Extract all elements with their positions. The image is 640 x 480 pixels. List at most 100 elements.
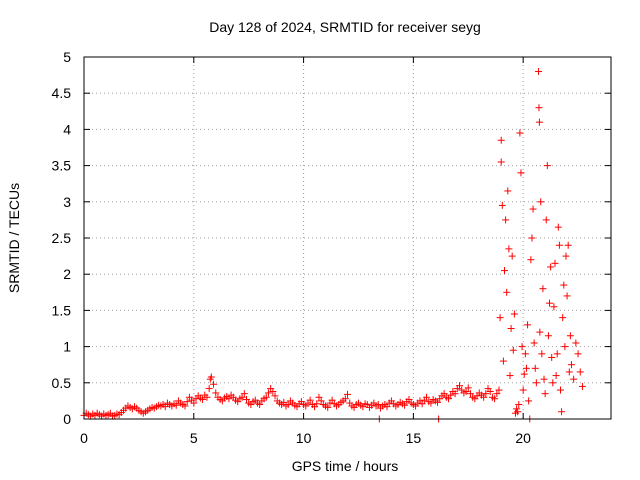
data-point <box>570 375 578 383</box>
data-point <box>540 375 548 383</box>
data-point <box>203 393 211 401</box>
data-point <box>199 395 207 403</box>
x-tick-label: 15 <box>406 430 422 446</box>
data-point <box>517 169 525 177</box>
data-point <box>328 396 336 404</box>
data-point <box>576 368 584 376</box>
data-point <box>161 403 169 411</box>
data-point <box>418 400 426 408</box>
data-point <box>491 395 499 403</box>
data-point <box>541 390 549 398</box>
data-point <box>554 223 562 231</box>
y-tick-labels: 0 0.5 1 1.5 2 2.5 3 3.5 4 4.5 5 <box>52 49 72 427</box>
data-point <box>519 386 527 394</box>
data-point <box>549 379 557 387</box>
data-point <box>445 395 453 403</box>
data-point <box>190 399 198 407</box>
data-point <box>509 346 517 354</box>
data-point <box>440 390 448 398</box>
data-point <box>486 387 494 395</box>
x-tick-label: 20 <box>515 430 531 446</box>
data-point <box>529 205 537 213</box>
data-point <box>284 401 292 409</box>
data-point <box>205 385 213 393</box>
data-point <box>238 393 246 401</box>
data-point <box>564 241 572 249</box>
data-point <box>535 104 543 112</box>
data-point <box>532 379 540 387</box>
y-tick-label: 4.5 <box>52 85 72 101</box>
data-point <box>455 382 463 390</box>
data-point <box>504 187 512 195</box>
grid-lines <box>84 57 611 419</box>
data-point <box>242 395 250 403</box>
data-point <box>536 328 544 336</box>
y-tick-label: 1 <box>63 339 71 355</box>
data-point <box>506 372 514 380</box>
data-point <box>508 252 516 260</box>
y-tick-label: 0.5 <box>52 375 72 391</box>
data-point <box>499 357 507 365</box>
data-point <box>555 241 563 249</box>
data-point <box>280 398 288 406</box>
x-tick-labels: 0 5 10 15 20 <box>80 430 531 446</box>
data-point <box>383 403 391 411</box>
data-point <box>524 321 532 329</box>
data-point <box>183 398 191 406</box>
data-point <box>522 364 530 372</box>
data-point <box>374 401 382 409</box>
data-point <box>535 118 543 126</box>
data-point <box>503 288 511 296</box>
y-axis-label: SRMTID / TECUs <box>6 183 22 293</box>
data-point <box>574 350 582 358</box>
data-point <box>341 395 349 403</box>
data-point <box>427 399 435 407</box>
y-tick-label: 3 <box>63 194 71 210</box>
y-tick-label: 0 <box>63 411 71 427</box>
data-point <box>498 201 506 209</box>
data-point <box>501 267 509 275</box>
x-tick-label: 5 <box>190 430 198 446</box>
data-point <box>547 263 555 271</box>
data-point <box>565 368 573 376</box>
data-point <box>447 391 455 399</box>
data-point <box>462 387 470 395</box>
data-point <box>497 136 505 144</box>
data-point <box>561 343 569 351</box>
data-point <box>528 234 536 242</box>
data-point <box>521 350 529 358</box>
data-point <box>513 405 521 413</box>
chart-title: Day 128 of 2024, SRMTID for receiver sey… <box>209 19 481 35</box>
data-point <box>552 372 560 380</box>
y-tick-label: 5 <box>63 49 71 65</box>
data-point <box>507 325 515 332</box>
data-point <box>225 395 233 403</box>
data-point <box>401 401 409 409</box>
data-point <box>240 390 248 398</box>
data-point <box>324 403 332 411</box>
data-point <box>497 158 505 166</box>
data-point <box>317 397 325 405</box>
data-point <box>542 216 550 224</box>
data-point <box>518 343 526 351</box>
data-point <box>535 67 543 75</box>
data-point <box>520 370 528 378</box>
data-point <box>550 303 558 311</box>
axis-ticks <box>83 56 611 420</box>
y-tick-label: 2.5 <box>52 230 72 246</box>
data-point <box>505 245 513 253</box>
data-point <box>515 401 523 409</box>
data-point <box>530 339 538 347</box>
data-point <box>544 332 552 340</box>
data-point <box>578 382 586 390</box>
y-tick-label: 1.5 <box>52 302 72 318</box>
data-point <box>172 401 180 409</box>
data-point <box>269 387 277 395</box>
data-point <box>496 314 504 322</box>
data-point <box>559 314 567 322</box>
data-point <box>493 390 501 398</box>
data-point <box>181 402 189 410</box>
data-point <box>514 408 522 416</box>
data-point <box>531 364 539 372</box>
data-point <box>525 397 533 405</box>
